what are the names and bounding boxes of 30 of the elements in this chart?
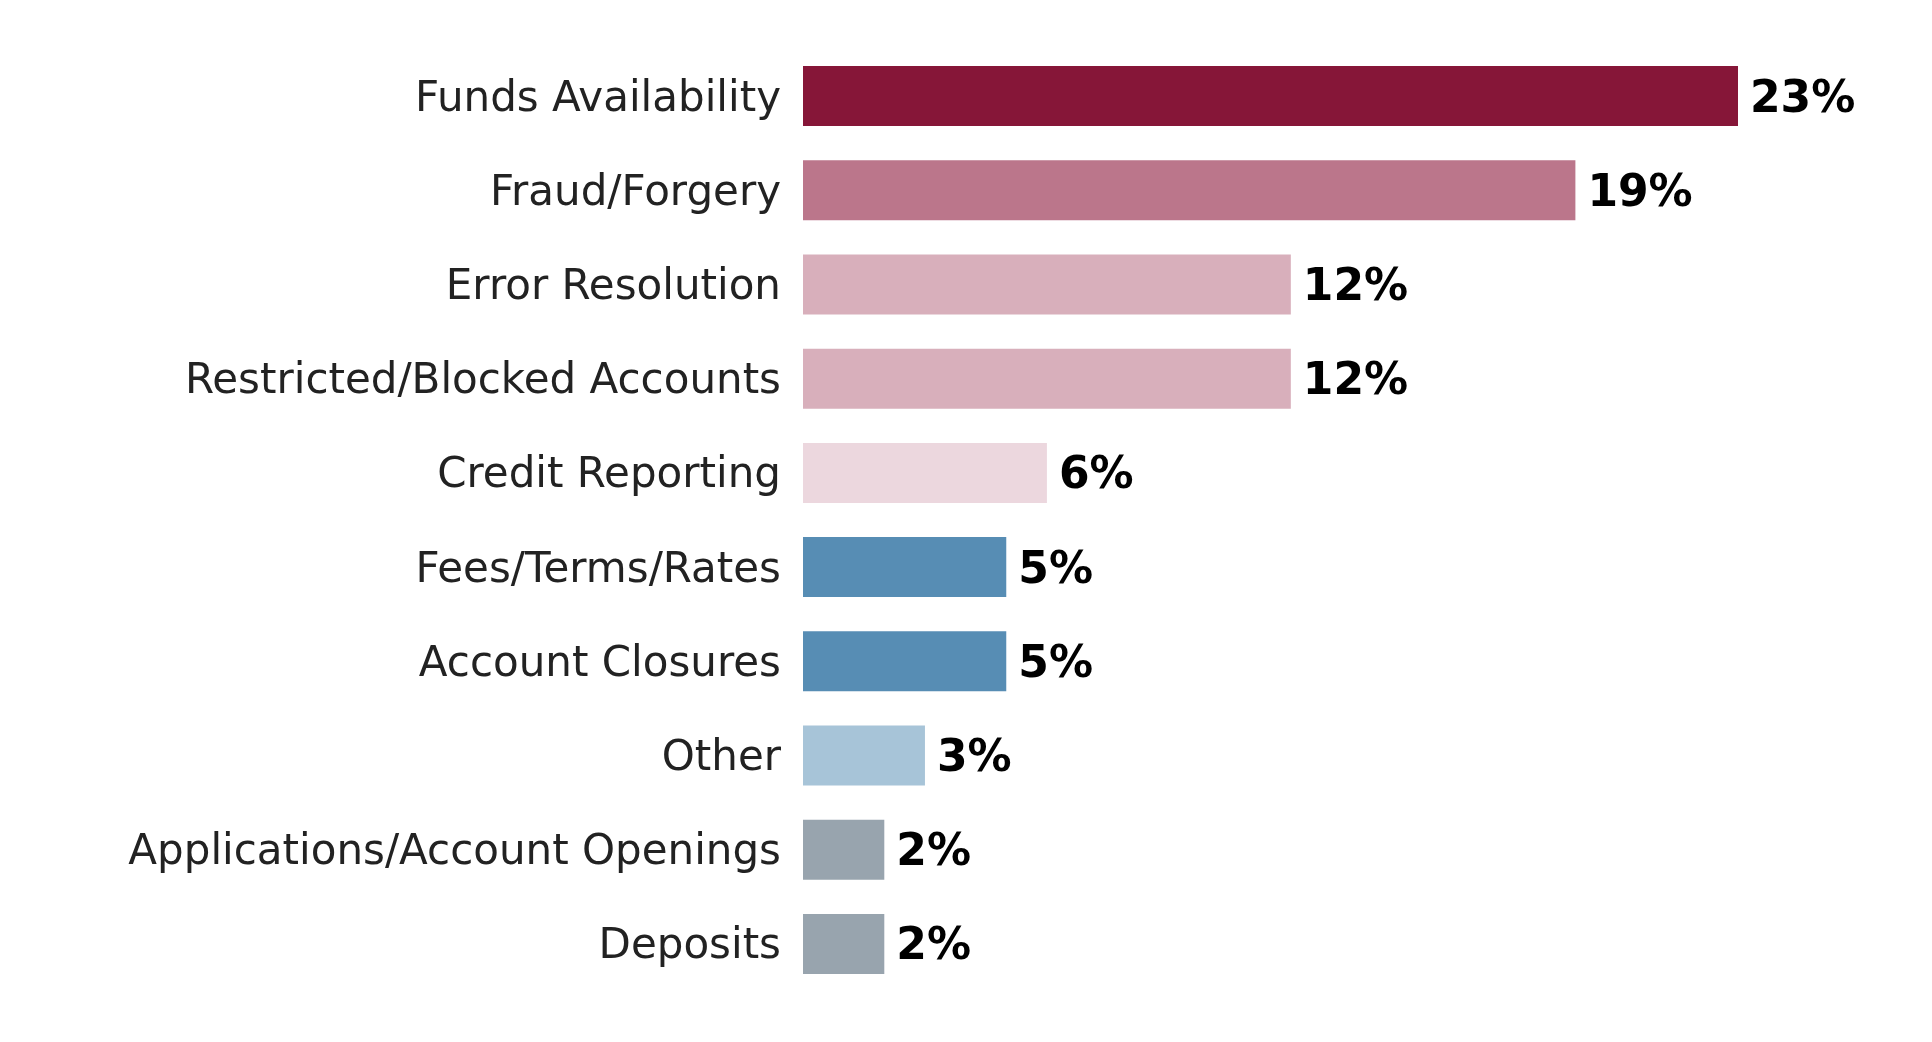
bar — [803, 442, 1047, 503]
data-label: 19% — [1587, 164, 1693, 216]
data-label: 5% — [1018, 541, 1093, 593]
bar — [803, 631, 1007, 692]
bar — [803, 254, 1291, 315]
bar — [803, 66, 1738, 127]
data-label: 6% — [1058, 447, 1134, 499]
y-tick-label: Deposits — [598, 919, 781, 969]
data-label: 12% — [1302, 259, 1409, 310]
y-tick-label: Fees/Terms/Rates — [415, 542, 781, 592]
bar — [803, 160, 1576, 221]
y-tick-label: Credit Reporting — [437, 448, 781, 498]
bar — [803, 725, 925, 786]
data-label: 2% — [896, 918, 972, 970]
bar — [803, 913, 885, 974]
bar — [803, 348, 1291, 409]
y-tick-label: Applications/Account Openings — [128, 825, 781, 875]
data-label: 23% — [1750, 70, 1856, 122]
data-label: 5% — [1018, 635, 1093, 687]
data-label: 12% — [1302, 353, 1409, 405]
y-tick-label: Error Resolution — [445, 260, 781, 309]
bar — [803, 537, 1007, 598]
y-tick-label: Other — [661, 731, 782, 780]
data-label: 2% — [896, 824, 972, 876]
y-tick-label: Fraud/Forgery — [489, 165, 781, 215]
y-tick-label: Account Closures — [418, 636, 781, 686]
data-label: 3% — [936, 730, 1012, 781]
y-tick-label: Funds Availability — [415, 71, 781, 121]
y-tick-label: Restricted/Blocked Accounts — [184, 354, 781, 404]
bar — [803, 819, 885, 880]
